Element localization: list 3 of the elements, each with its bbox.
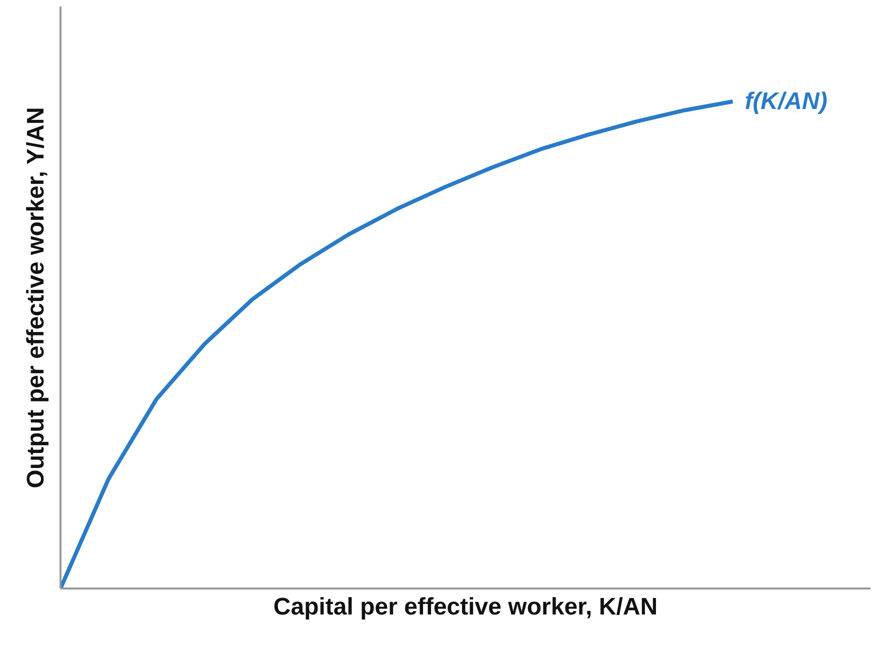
x-axis-title: Capital per effective worker, K/AN	[273, 594, 658, 620]
y-axis-title: Output per effective worker, Y/AN	[22, 107, 50, 488]
series-label: f(K/AN)	[744, 88, 828, 115]
